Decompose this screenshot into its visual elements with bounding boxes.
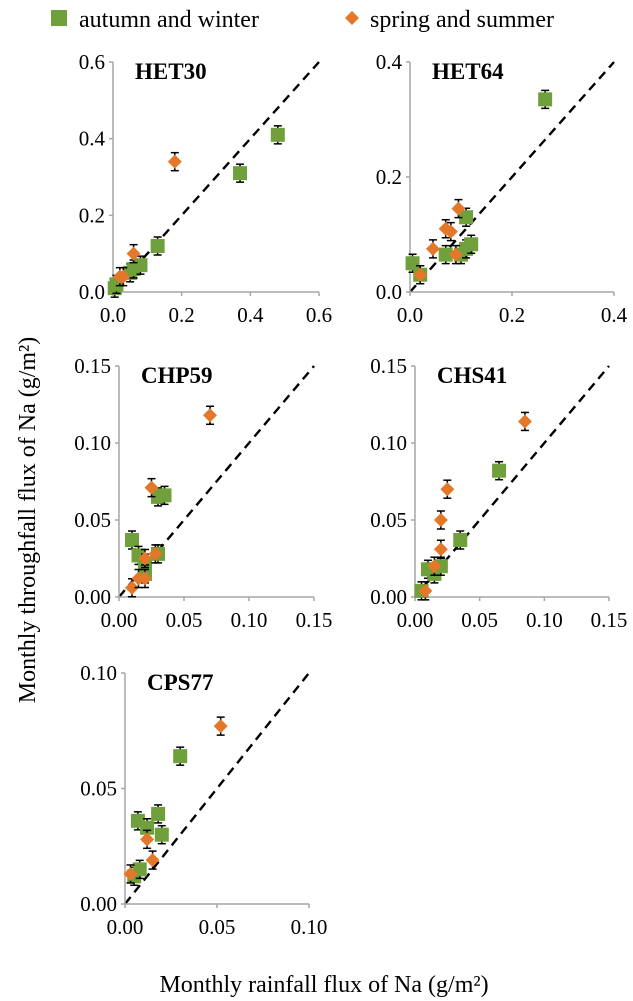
x-tick-label: 0.4 — [237, 303, 264, 327]
y-tick-label: 0.10 — [370, 431, 407, 455]
panel-het30: 0.0 0.2 0.4 0.6 0.0 0.2 0.4 0.6 HET30 — [79, 50, 332, 327]
x-tick-label: 0.6 — [306, 303, 332, 327]
data-point-spring — [203, 408, 217, 423]
data-point-autumn — [459, 210, 474, 225]
data-point-autumn — [405, 256, 420, 271]
data-point-spring — [144, 480, 159, 495]
data-point-spring — [167, 154, 182, 169]
data-point-autumn — [173, 749, 188, 764]
diagonal-line — [414, 365, 610, 598]
diagonal-line — [124, 672, 310, 905]
data-point-autumn — [492, 463, 507, 478]
data-point-spring — [418, 583, 433, 598]
data-point-spring — [126, 246, 141, 261]
data-point-spring — [148, 546, 163, 561]
data-point-autumn — [270, 127, 285, 142]
panel-chs41: 0.00 0.05 0.10 0.15 0.00 0.05 0.10 0.15 CHS41 — [370, 354, 627, 632]
diagonal-line — [112, 61, 320, 293]
x-tick-label: 0.4 — [601, 303, 628, 327]
x-tick-label: 0.2 — [169, 303, 195, 327]
data-point-spring — [116, 269, 131, 284]
y-tick-label: 0.05 — [74, 508, 111, 532]
x-tick-label: 0.10 — [231, 608, 268, 632]
y-tick-label: 0.2 — [376, 165, 402, 189]
x-tick-label: 0.05 — [199, 915, 236, 939]
panel-title: HET64 — [432, 59, 504, 84]
y-tick-label: 0.10 — [80, 661, 117, 685]
y-tick-label: 0.10 — [74, 431, 111, 455]
data-point-autumn — [154, 827, 169, 842]
y-tick-label: 0.4 — [376, 50, 403, 74]
data-point-spring — [448, 247, 463, 262]
x-tick-label: 0.0 — [100, 303, 126, 327]
data-point-spring — [443, 224, 458, 239]
data-point-autumn — [150, 239, 165, 253]
data-point-autumn — [233, 166, 248, 181]
data-point-autumn — [133, 258, 148, 273]
y-tick-label: 0.0 — [79, 280, 105, 304]
data-point-spring — [517, 414, 532, 429]
data-point-autumn — [438, 247, 453, 262]
data-point-spring — [145, 853, 160, 868]
data-point-autumn — [140, 820, 155, 835]
y-axis-title: Monthly throughfall flux of Na (g/m²) — [15, 337, 41, 703]
data-point-autumn — [453, 533, 468, 548]
data-point-spring — [140, 832, 155, 847]
panel-title: CPS77 — [147, 670, 213, 695]
data-point-spring — [440, 482, 455, 497]
data-point-autumn — [125, 533, 139, 548]
y-tick-label: 0.6 — [79, 50, 105, 74]
data-point-spring — [425, 241, 440, 256]
panel-title: HET30 — [135, 59, 207, 84]
x-tick-label: 0.00 — [107, 915, 144, 939]
x-tick-label: 0.00 — [101, 608, 138, 632]
x-tick-label: 0.10 — [291, 915, 328, 939]
data-point-spring — [451, 201, 466, 216]
y-tick-label: 0.00 — [74, 585, 111, 609]
x-tick-label: 0.0 — [397, 303, 423, 327]
y-tick-label: 0.05 — [80, 777, 117, 801]
x-tick-label: 0.05 — [166, 608, 203, 632]
y-tick-label: 0.15 — [74, 354, 111, 378]
data-point-spring — [213, 719, 228, 734]
y-tick-label: 0.15 — [370, 354, 407, 378]
data-point-spring — [433, 513, 448, 527]
legend-autumn-label: autumn and winter — [79, 7, 259, 33]
legend: autumn and winter spring and summer — [51, 7, 554, 33]
y-tick-label: 0.00 — [80, 892, 117, 916]
y-tick-label: 0.00 — [370, 585, 407, 609]
data-point-spring — [138, 571, 152, 586]
data-point-spring — [123, 866, 138, 881]
legend-autumn-marker — [51, 10, 67, 26]
x-axis-title: Monthly rainfall flux of Na (g/m²) — [159, 972, 488, 998]
data-point-autumn — [538, 92, 553, 107]
data-point-autumn — [151, 806, 166, 821]
data-point-spring — [138, 551, 152, 566]
y-tick-label: 0.0 — [376, 280, 402, 304]
data-point-autumn — [464, 237, 479, 252]
legend-spring-label: spring and summer — [370, 7, 554, 33]
data-point-spring — [125, 580, 139, 595]
data-point-spring — [433, 542, 448, 557]
panel-het64: 0.0 0.2 0.4 0.0 0.2 0.4 HET64 — [376, 50, 628, 327]
x-tick-label: 0.00 — [397, 608, 434, 632]
y-tick-label: 0.05 — [370, 508, 407, 532]
x-tick-label: 0.15 — [296, 608, 333, 632]
y-tick-label: 0.4 — [79, 127, 106, 151]
panel-title: CHP59 — [141, 363, 213, 388]
data-point-autumn — [157, 488, 172, 503]
x-tick-label: 0.10 — [526, 608, 563, 632]
x-tick-label: 0.15 — [591, 608, 628, 632]
panel-cps77: 0.00 0.05 0.10 0.00 0.05 0.10 CPS77 — [80, 661, 327, 939]
data-point-spring — [427, 559, 442, 574]
data-point-spring — [413, 267, 428, 282]
x-tick-label: 0.2 — [499, 303, 525, 327]
x-tick-label: 0.05 — [461, 608, 498, 632]
panel-title: CHS41 — [437, 363, 507, 388]
legend-spring-marker — [345, 11, 359, 25]
y-tick-label: 0.2 — [79, 203, 105, 227]
panel-chp59: 0.00 0.05 0.10 0.15 0.00 0.05 0.10 0.15 CHP59 — [74, 354, 332, 632]
